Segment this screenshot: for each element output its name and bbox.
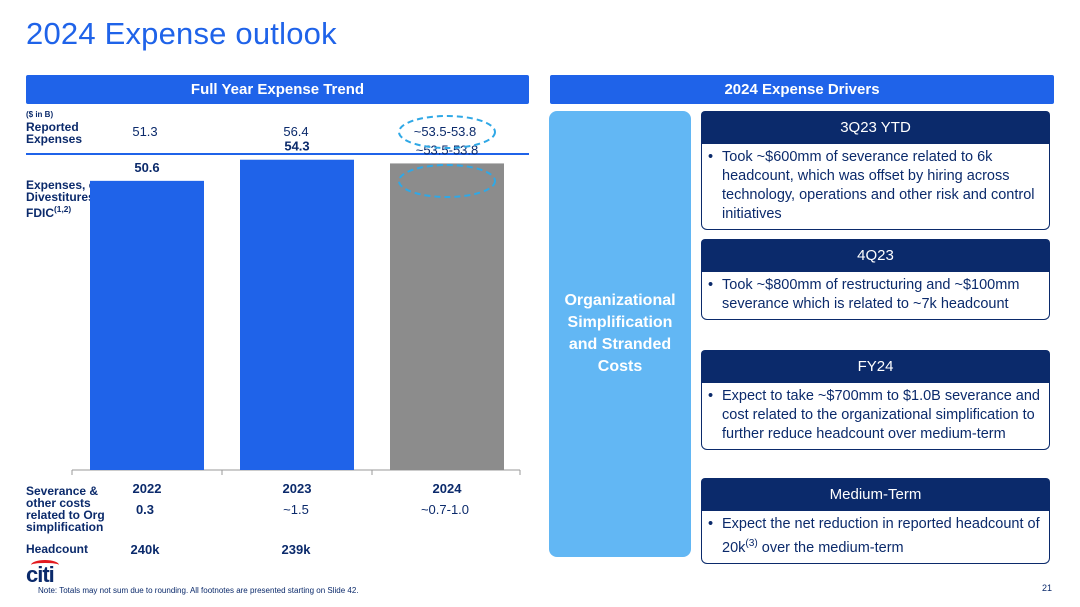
logo-arc-icon xyxy=(31,560,59,570)
reported-2023: 56.4 xyxy=(283,124,309,139)
unit-note: ($ in B) xyxy=(26,110,54,119)
bar-value-label: 50.6 xyxy=(134,160,159,175)
severance-2023: ~1.5 xyxy=(283,502,309,517)
driver-card-fy24: FY24 Expect to take ~$700mm to $1.0B sev… xyxy=(701,350,1050,450)
card-body: Expect to take ~$700mm to $1.0B severanc… xyxy=(701,383,1050,450)
bar-2022 xyxy=(90,180,204,470)
card-heading: Medium-Term xyxy=(701,478,1050,511)
headcount-label: Headcount xyxy=(26,542,89,556)
exdiv-expenses-label: Expenses, ex-Divestitures & FDIC(1,2) xyxy=(26,178,107,220)
bar-2024 xyxy=(390,163,504,470)
page-title: 2024 Expense outlook xyxy=(26,16,337,51)
headcount-2022: 240k xyxy=(130,542,160,557)
footnote: Note: Totals may not sum due to rounding… xyxy=(38,586,359,595)
card-heading: FY24 xyxy=(701,350,1050,383)
expense-drivers-header: 2024 Expense Drivers xyxy=(550,75,1054,104)
card-body: Took ~$800mm of restructuring and ~$100m… xyxy=(701,272,1050,320)
citi-logo: citi xyxy=(26,562,55,587)
severance-2022: 0.3 xyxy=(135,502,155,517)
driver-category-panel: Organizational Simplification and Strand… xyxy=(549,111,691,557)
reported-expenses-label: Reported Expenses xyxy=(26,120,83,146)
card-heading: 3Q23 YTD xyxy=(701,111,1050,144)
card-body: Expect the net reduction in reported hea… xyxy=(701,511,1050,564)
category-label: 2022 xyxy=(133,481,162,496)
row-divider xyxy=(26,153,529,155)
headcount-2023: 239k xyxy=(281,542,311,557)
driver-card-3q23: 3Q23 YTD Took ~$600mm of severance relat… xyxy=(701,111,1050,230)
bar-value-label: ~53.5-53.8 xyxy=(416,142,479,157)
severance-label: Severance & other costs related to Org s… xyxy=(26,484,105,534)
expense-trend-header: Full Year Expense Trend xyxy=(26,75,529,104)
driver-category-label: Organizational Simplification and Strand… xyxy=(564,292,676,375)
category-label: 2024 xyxy=(433,481,463,496)
driver-card-medium-term: Medium-Term Expect the net reduction in … xyxy=(701,478,1050,564)
bar-value-label: 54.3 xyxy=(284,139,309,154)
reported-2024: ~53.5-53.8 xyxy=(413,124,477,139)
highlight-ellipse xyxy=(398,164,496,198)
severance-2024: ~0.7-1.0 xyxy=(420,502,470,517)
card-heading: 4Q23 xyxy=(701,239,1050,272)
driver-card-4q23: 4Q23 Took ~$800mm of restructuring and ~… xyxy=(701,239,1050,320)
page-number: 21 xyxy=(1041,583,1052,593)
category-label: 2023 xyxy=(283,481,312,496)
highlight-ellipse xyxy=(398,115,496,149)
bar-2023 xyxy=(240,159,354,470)
reported-2022: 51.3 xyxy=(132,124,158,139)
card-body: Took ~$600mm of severance related to 6k … xyxy=(701,144,1050,230)
